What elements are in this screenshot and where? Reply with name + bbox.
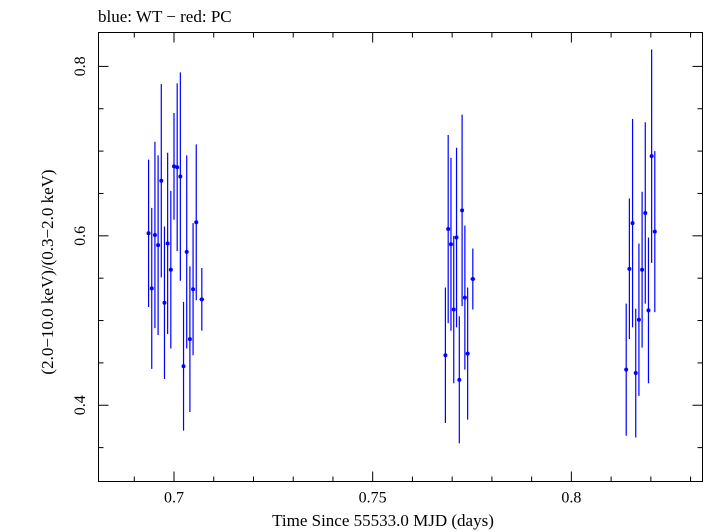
data-point xyxy=(187,266,192,413)
data-point xyxy=(162,226,167,379)
data-point xyxy=(172,112,176,220)
data-point xyxy=(640,191,645,348)
point-marker xyxy=(649,154,654,159)
data-point xyxy=(168,190,173,349)
point-marker xyxy=(646,308,651,313)
point-marker xyxy=(446,227,451,232)
data-point xyxy=(159,84,164,278)
data-point xyxy=(191,223,196,356)
data-point xyxy=(454,147,459,328)
point-marker xyxy=(172,164,176,169)
point-marker xyxy=(624,367,629,372)
point-marker xyxy=(162,300,167,305)
y-axis-title: (2.0−10.0 keV)/(0.3−2.0 keV) xyxy=(38,169,57,374)
point-marker xyxy=(460,208,465,213)
data-point xyxy=(149,207,154,369)
data-point xyxy=(460,114,465,307)
data-point xyxy=(152,141,157,329)
point-marker xyxy=(149,286,154,291)
point-marker xyxy=(630,221,635,226)
point-marker xyxy=(627,266,632,271)
data-point xyxy=(630,118,635,328)
data-point xyxy=(465,287,470,420)
point-marker xyxy=(443,353,448,358)
point-marker xyxy=(470,277,475,282)
data-point xyxy=(156,155,161,335)
plot-frame xyxy=(98,32,703,482)
x-tick-label: 0.7 xyxy=(164,490,184,507)
x-tick-label: 0.8 xyxy=(561,490,581,507)
data-point xyxy=(178,72,183,281)
point-marker xyxy=(640,267,645,272)
point-marker xyxy=(184,249,189,254)
chart-title: blue: WT − red: PC xyxy=(98,7,232,26)
point-marker xyxy=(448,242,453,247)
data-point xyxy=(627,198,632,340)
point-marker xyxy=(178,174,183,179)
point-marker xyxy=(194,220,199,225)
data-points xyxy=(146,49,657,444)
point-marker xyxy=(168,267,173,272)
axis-tick-labels: 0.7 0.75 0.8 0.4 0.6 0.8 xyxy=(72,56,581,506)
data-point xyxy=(446,135,451,324)
point-marker xyxy=(156,243,161,248)
point-marker xyxy=(451,307,456,312)
point-marker xyxy=(175,165,180,170)
data-point xyxy=(448,157,453,331)
data-point xyxy=(652,151,657,313)
data-point xyxy=(633,308,638,438)
point-marker xyxy=(159,178,164,183)
y-tick-label: 0.4 xyxy=(72,395,89,415)
data-point xyxy=(181,301,186,431)
data-point xyxy=(462,225,467,370)
point-marker xyxy=(199,297,204,302)
data-point xyxy=(146,159,151,307)
data-point xyxy=(457,316,462,444)
data-point xyxy=(199,268,205,331)
data-point xyxy=(643,122,648,304)
point-marker xyxy=(636,317,641,322)
x-tick-label: 0.75 xyxy=(359,490,387,507)
data-point xyxy=(649,49,654,263)
data-point xyxy=(624,303,629,436)
point-marker xyxy=(187,337,192,342)
point-marker xyxy=(181,364,186,369)
data-point xyxy=(470,248,476,310)
point-marker xyxy=(146,231,151,236)
data-point xyxy=(443,287,448,424)
x-axis-title: Time Since 55533.0 MJD (days) xyxy=(272,511,494,530)
y-tick-label: 0.8 xyxy=(72,56,89,76)
data-point xyxy=(646,237,651,384)
point-marker xyxy=(633,371,638,376)
data-point xyxy=(165,152,170,335)
point-marker xyxy=(652,229,657,234)
point-marker xyxy=(454,235,459,240)
point-marker xyxy=(462,295,467,300)
point-marker xyxy=(165,241,170,246)
data-point xyxy=(184,155,189,349)
data-point xyxy=(451,235,456,384)
y-tick-label: 0.6 xyxy=(72,226,89,246)
data-point xyxy=(636,243,641,396)
point-marker xyxy=(457,377,462,382)
point-marker xyxy=(643,210,648,215)
point-marker xyxy=(191,287,196,292)
data-point xyxy=(175,83,180,252)
axis-ticks xyxy=(98,32,703,482)
point-marker xyxy=(152,232,157,237)
point-marker xyxy=(465,351,470,356)
data-point xyxy=(194,144,199,301)
